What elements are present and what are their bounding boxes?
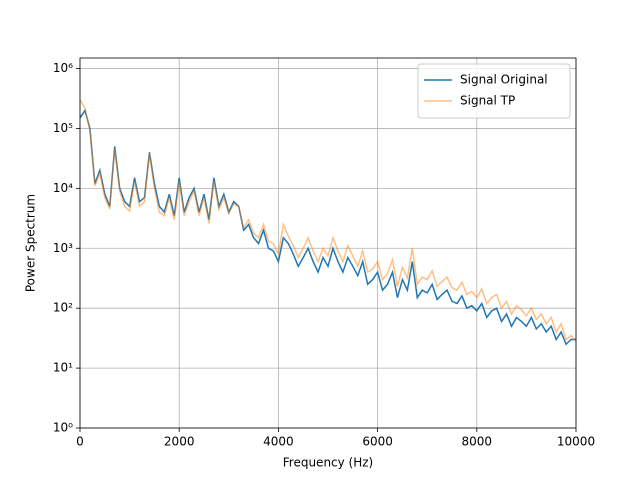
y-tick-label: 10⁶: [53, 61, 73, 75]
y-tick-label: 10¹: [53, 361, 73, 375]
y-tick-label: 10²: [53, 301, 73, 315]
y-tick-label: 10⁵: [53, 121, 73, 135]
series-line: [80, 99, 576, 342]
legend-box: [417, 63, 571, 119]
y-axis-label: Power Spectrum: [24, 194, 38, 292]
x-axis-label: Frequency (Hz): [283, 456, 374, 470]
x-tick-label: 4000: [263, 435, 294, 449]
plot-frame: [79, 57, 577, 429]
legend-label: Signal TP: [460, 94, 515, 108]
x-tick-label: 0: [76, 435, 84, 449]
y-tick-label: 10⁴: [53, 181, 73, 195]
x-tick-label: 6000: [362, 435, 393, 449]
y-tick-label: 10⁰: [53, 421, 73, 435]
x-tick-label: 10000: [557, 435, 595, 449]
series-line: [80, 108, 576, 346]
y-tick-label: 10³: [53, 241, 73, 255]
legend-label: Signal Original: [460, 73, 548, 87]
x-tick-label: 8000: [462, 435, 493, 449]
x-tick-label: 2000: [164, 435, 195, 449]
